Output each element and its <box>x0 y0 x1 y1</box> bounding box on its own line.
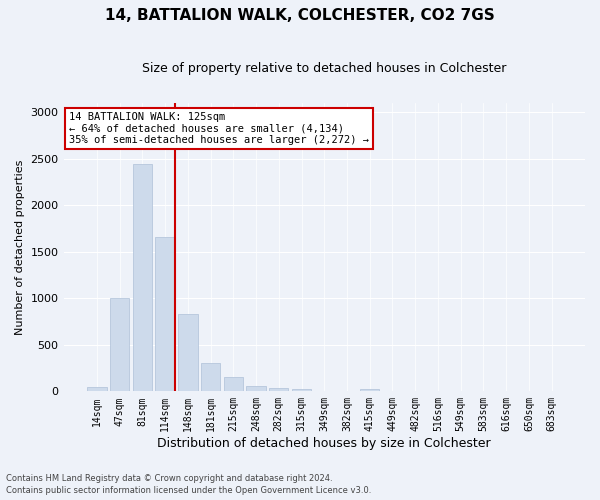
Bar <box>292 388 311 392</box>
Text: Contains HM Land Registry data © Crown copyright and database right 2024.
Contai: Contains HM Land Registry data © Crown c… <box>6 474 371 495</box>
Text: 14 BATTALION WALK: 125sqm
← 64% of detached houses are smaller (4,134)
35% of se: 14 BATTALION WALK: 125sqm ← 64% of detac… <box>69 112 369 145</box>
Bar <box>87 386 107 392</box>
Bar <box>247 386 266 392</box>
Bar <box>155 237 175 392</box>
Bar <box>269 388 289 392</box>
Bar <box>201 364 220 392</box>
Bar <box>133 164 152 392</box>
Bar <box>178 314 197 392</box>
X-axis label: Distribution of detached houses by size in Colchester: Distribution of detached houses by size … <box>157 437 491 450</box>
Text: 14, BATTALION WALK, COLCHESTER, CO2 7GS: 14, BATTALION WALK, COLCHESTER, CO2 7GS <box>105 8 495 22</box>
Y-axis label: Number of detached properties: Number of detached properties <box>15 160 25 335</box>
Bar <box>360 389 379 392</box>
Title: Size of property relative to detached houses in Colchester: Size of property relative to detached ho… <box>142 62 506 76</box>
Bar <box>224 378 243 392</box>
Bar <box>110 298 130 392</box>
